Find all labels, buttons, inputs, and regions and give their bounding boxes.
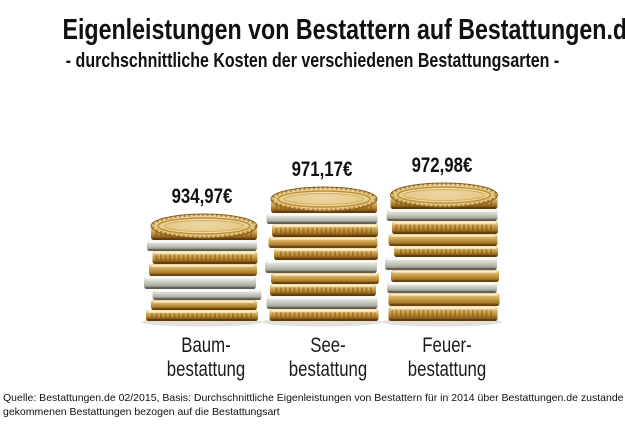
value-label-seebestattung: 971,17€ (291, 158, 353, 181)
category-label-line: bestattung (407, 358, 487, 381)
source-note: Quelle: Bestattungen.de 02/2015, Basis: … (3, 391, 624, 419)
category-label-line: Baum- (181, 334, 231, 357)
category-label-feuerbestattung: Feuer-bestattung (391, 334, 503, 382)
value-label-feuerbestattung: 972,98€ (411, 154, 473, 177)
source-note-line2: gekommenen Bestattungen bezogen auf die … (3, 406, 280, 418)
coin-stack-image (142, 213, 262, 327)
category-label-baumbestattung: Baum-bestattung (150, 334, 262, 382)
chart-subtitle: - durchschnittliche Kosten der verschied… (65, 50, 560, 72)
coin-stack-image (262, 186, 382, 327)
category-label-line: See- (310, 334, 346, 357)
coin-stack-image (382, 182, 502, 327)
category-label-seebestattung: See-bestattung (272, 334, 384, 382)
source-note-line1: Quelle: Bestattungen.de 02/2015, Basis: … (3, 392, 624, 404)
coin-stack-group-seebestattung: 971,17€ (262, 157, 382, 327)
category-label-line: Feuer- (422, 334, 472, 357)
category-label-line: bestattung (288, 358, 368, 381)
coin-stack-group-feuerbestattung: 972,98€ (382, 153, 502, 327)
coin-stack-group-baumbestattung: 934,97€ (142, 184, 262, 327)
value-label-baumbestattung: 934,97€ (171, 185, 233, 208)
chart-title: Eigenleistungen von Bestattern auf Besta… (62, 14, 625, 46)
category-label-line: bestattung (166, 358, 246, 381)
